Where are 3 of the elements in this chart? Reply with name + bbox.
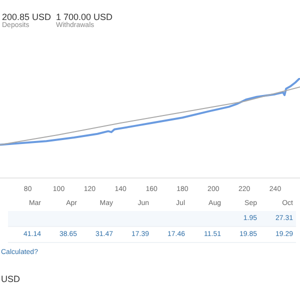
text: USD: [1, 274, 22, 284]
text: 200.85 USD: [2, 12, 52, 22]
text: 1 700.00 USD: [56, 12, 113, 22]
